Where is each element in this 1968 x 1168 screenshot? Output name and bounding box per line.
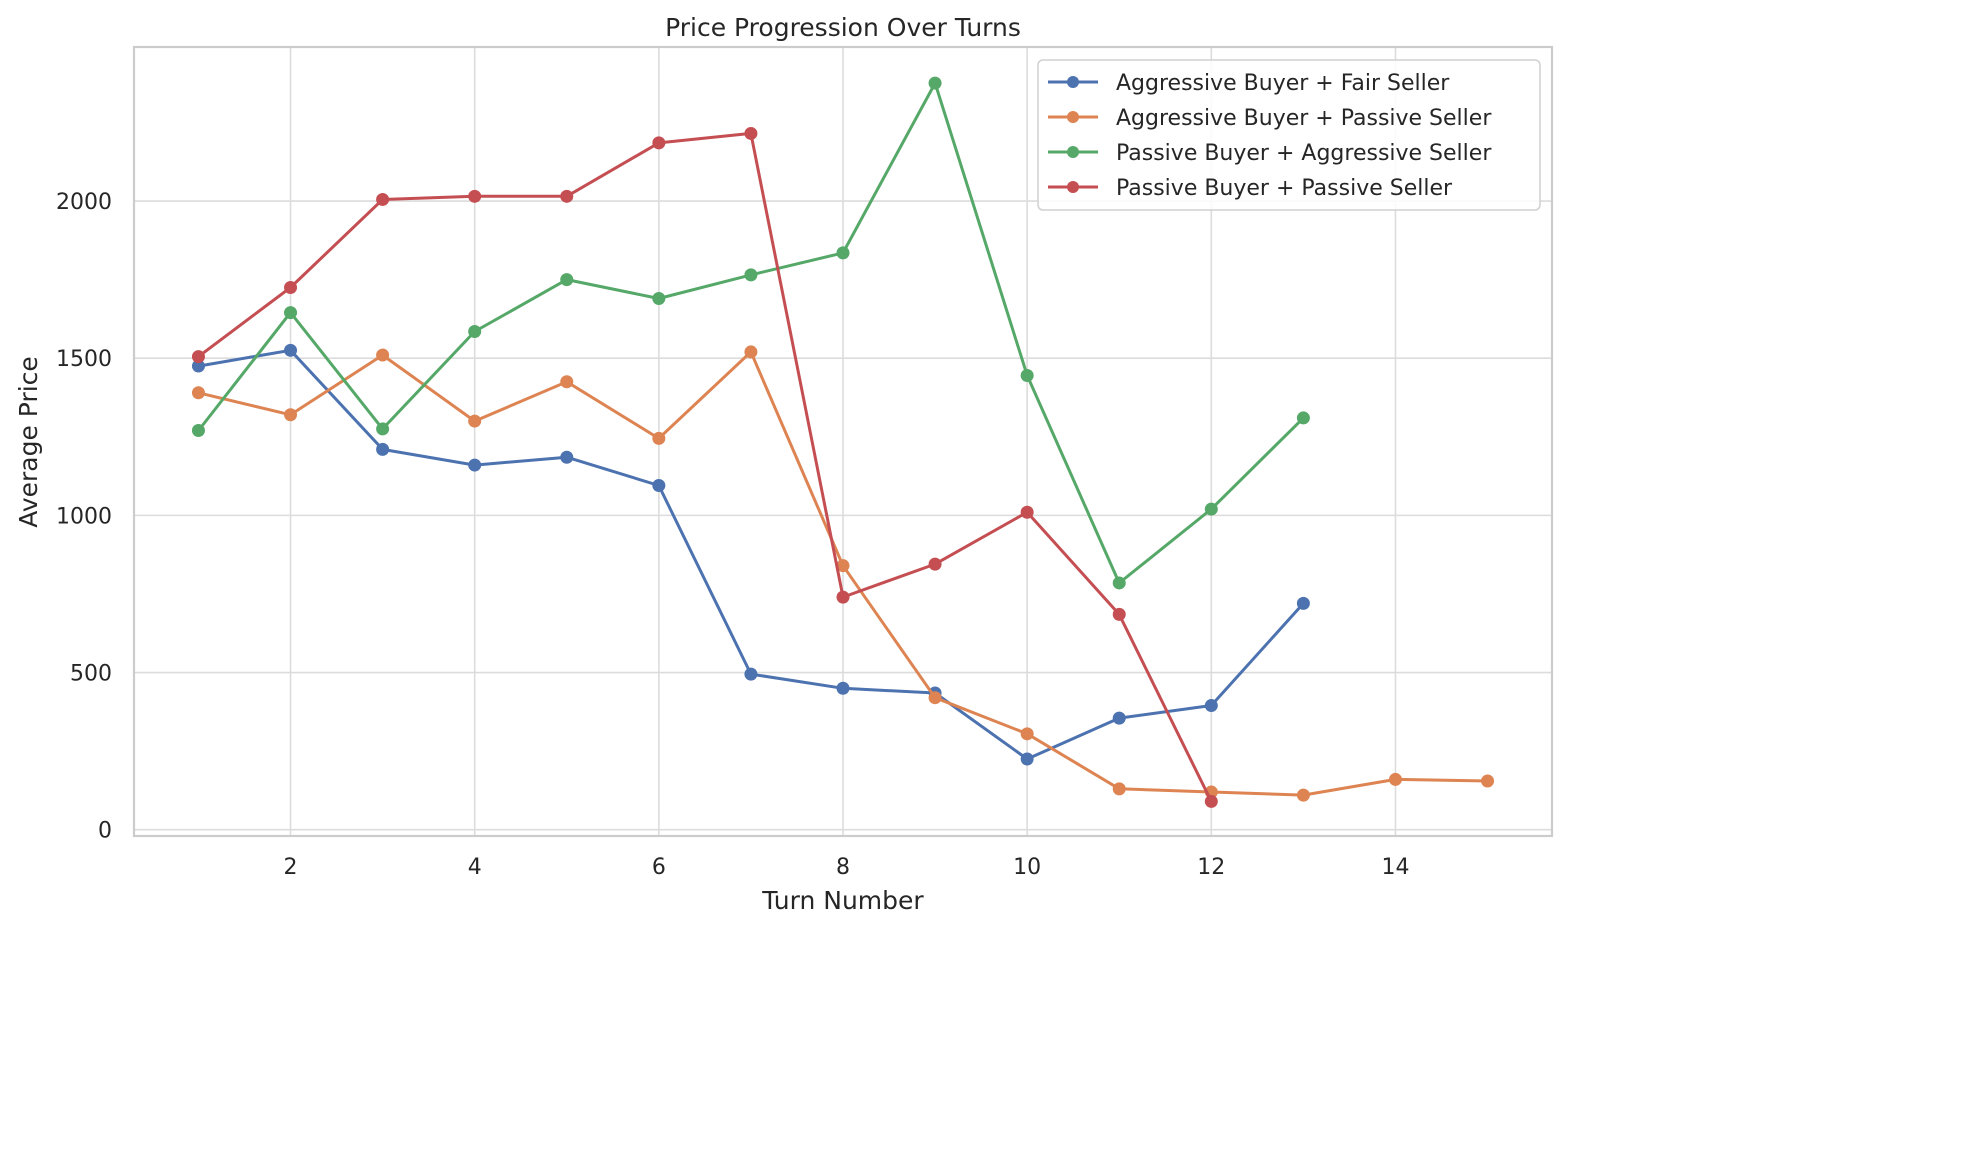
data-point xyxy=(1481,774,1495,788)
legend-label: Passive Buyer + Passive Seller xyxy=(1116,176,1453,201)
legend-label: Passive Buyer + Aggressive Seller xyxy=(1116,141,1492,166)
data-point xyxy=(1112,607,1126,621)
y-tick-label: 2000 xyxy=(56,190,112,215)
data-point xyxy=(376,442,390,456)
data-point xyxy=(836,559,850,573)
data-point xyxy=(1388,772,1402,786)
data-point xyxy=(928,557,942,571)
series xyxy=(191,126,1218,808)
legend-entry: Aggressive Buyer + Passive Seller xyxy=(1048,106,1492,131)
data-point xyxy=(1112,711,1126,725)
data-point xyxy=(652,479,666,493)
legend-label: Aggressive Buyer + Passive Seller xyxy=(1116,106,1492,131)
data-point xyxy=(744,345,758,359)
data-point xyxy=(284,280,298,294)
data-point xyxy=(652,136,666,150)
data-point xyxy=(1296,411,1310,425)
data-point xyxy=(560,450,574,464)
data-point xyxy=(1112,576,1126,590)
data-point xyxy=(928,76,942,90)
y-tick-label: 0 xyxy=(98,819,112,844)
data-point xyxy=(1296,788,1310,802)
x-tick-label: 8 xyxy=(836,855,850,880)
data-point xyxy=(1020,505,1034,519)
x-tick-label: 10 xyxy=(1013,855,1041,880)
plot-frame xyxy=(132,45,1554,838)
chart-title: Price Progression Over Turns xyxy=(665,13,1021,42)
legend-box xyxy=(1037,59,1541,211)
data-point xyxy=(1020,368,1034,382)
legend-swatch-marker xyxy=(1067,111,1079,123)
series-group xyxy=(191,76,1495,808)
data-point xyxy=(1204,502,1218,516)
x-axis-ticks: 2 4 6 8 10 12 14 xyxy=(284,855,1410,880)
x-axis-label: Turn Number xyxy=(761,886,924,915)
data-point xyxy=(744,268,758,282)
data-point xyxy=(1020,752,1034,766)
chart-container: 2 4 6 8 10 12 14 0 500 1000 1500 2000 Price Progre… xyxy=(14,13,1554,915)
data-point xyxy=(1204,699,1218,713)
series-line xyxy=(197,348,1305,761)
data-point xyxy=(1112,782,1126,796)
series-line xyxy=(197,131,1213,803)
legend: Aggressive Buyer + Fair Seller Aggressiv… xyxy=(1037,59,1541,211)
y-axis-ticks: 0 500 1000 1500 2000 xyxy=(56,190,112,844)
series xyxy=(191,343,1310,766)
x-tick-label: 4 xyxy=(468,855,482,880)
data-point xyxy=(1020,727,1034,741)
data-point xyxy=(191,350,205,364)
data-point xyxy=(744,667,758,681)
data-point xyxy=(376,192,390,206)
x-tick-label: 2 xyxy=(284,855,298,880)
data-point xyxy=(652,431,666,445)
legend-entry: Aggressive Buyer + Fair Seller xyxy=(1048,71,1450,96)
legend-swatch-marker xyxy=(1067,146,1079,158)
legend-swatch-marker xyxy=(1067,76,1079,88)
data-point xyxy=(560,375,574,389)
data-point xyxy=(376,422,390,436)
y-tick-label: 500 xyxy=(70,662,112,687)
legend-label: Aggressive Buyer + Fair Seller xyxy=(1116,71,1450,96)
legend-entry: Passive Buyer + Passive Seller xyxy=(1048,176,1453,201)
data-point xyxy=(836,590,850,604)
data-point xyxy=(836,246,850,260)
line-chart: 2 4 6 8 10 12 14 0 500 1000 1500 2000 Price Progre… xyxy=(14,13,1554,915)
data-point xyxy=(191,423,205,437)
x-tick-label: 14 xyxy=(1381,855,1409,880)
data-point xyxy=(652,291,666,305)
x-tick-label: 6 xyxy=(652,855,666,880)
y-axis-label: Average Price xyxy=(14,356,43,528)
data-point xyxy=(191,386,205,400)
data-point xyxy=(1296,596,1310,610)
data-point xyxy=(836,681,850,695)
series xyxy=(191,76,1310,590)
data-point xyxy=(376,348,390,362)
legend-swatch-marker xyxy=(1067,181,1079,193)
data-point xyxy=(468,189,482,203)
data-point xyxy=(284,343,298,357)
data-point xyxy=(928,691,942,705)
data-point xyxy=(560,273,574,287)
data-point xyxy=(468,324,482,338)
data-point xyxy=(284,408,298,422)
series xyxy=(191,345,1495,802)
data-point xyxy=(468,458,482,472)
data-point xyxy=(1204,794,1218,808)
x-tick-label: 12 xyxy=(1197,855,1225,880)
data-point xyxy=(744,126,758,140)
data-point xyxy=(284,306,298,320)
data-point xyxy=(560,189,574,203)
y-tick-label: 1000 xyxy=(56,504,112,529)
data-point xyxy=(468,414,482,428)
data-point xyxy=(191,359,205,373)
legend-entry: Passive Buyer + Aggressive Seller xyxy=(1048,141,1492,166)
y-tick-label: 1500 xyxy=(56,347,112,372)
